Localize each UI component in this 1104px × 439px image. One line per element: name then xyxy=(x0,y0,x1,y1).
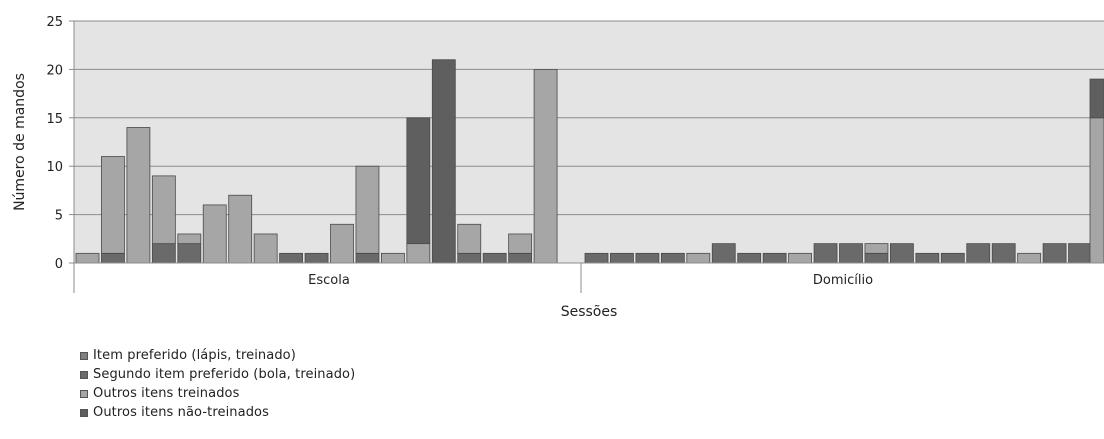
y-tick-label: 5 xyxy=(55,209,63,224)
group-labels: Escola Domicílio xyxy=(308,273,873,288)
bar-segment xyxy=(788,252,812,264)
bar-segment xyxy=(762,252,787,264)
bar-segment xyxy=(126,127,151,264)
bar-segment xyxy=(915,252,940,264)
bar-segment xyxy=(737,252,762,264)
bar-segment xyxy=(533,69,558,264)
bar-segment xyxy=(457,252,482,264)
bar-segment xyxy=(940,252,965,264)
y-tick-label: 10 xyxy=(46,160,63,175)
bar-segment xyxy=(686,252,711,264)
bar-segment xyxy=(355,252,380,264)
chart: 0 5 10 15 20 25 Escola Domicílio Número de man… xyxy=(12,15,1104,320)
legend-item: Segundo item preferido (bola, treinado) xyxy=(80,365,355,384)
bar-segment xyxy=(864,252,889,264)
legend-swatch xyxy=(80,389,88,398)
bar-segment xyxy=(380,252,405,264)
y-tick-label: 15 xyxy=(46,112,63,127)
bar-segment xyxy=(431,59,456,264)
bar-segment xyxy=(304,252,329,264)
bar-segment xyxy=(660,252,685,264)
bar-segment xyxy=(1017,252,1042,264)
bar-segment xyxy=(75,252,100,264)
bar-segment xyxy=(202,204,227,264)
bar-segment xyxy=(711,243,736,264)
bar-segment xyxy=(406,117,431,245)
bar-segment xyxy=(1089,117,1104,264)
bars xyxy=(75,59,1104,264)
bar-segment xyxy=(177,243,202,264)
bar-segment xyxy=(584,252,609,264)
y-tick-labels: 0 5 10 15 20 25 xyxy=(46,15,63,272)
legend-item: Item preferido (lápis, treinado) xyxy=(80,346,355,365)
bar-segment xyxy=(330,223,354,264)
y-tick-label: 20 xyxy=(46,63,63,78)
legend-label: Segundo item preferido (bola, treinado) xyxy=(93,367,356,382)
bar-segment xyxy=(635,252,660,264)
legend-label: Item preferido (lápis, treinado) xyxy=(93,348,296,363)
legend-swatch xyxy=(80,351,88,360)
bar-segment xyxy=(253,233,278,264)
bar-segment xyxy=(482,252,507,264)
x-axis-label: Sessões xyxy=(561,304,618,320)
bar-segment xyxy=(177,233,202,245)
bar-segment xyxy=(1089,78,1104,119)
bar-segment xyxy=(355,165,380,254)
bar-segment xyxy=(228,194,253,264)
bar-segment xyxy=(508,252,533,264)
bar-segment xyxy=(1068,243,1092,264)
legend-swatch xyxy=(80,370,88,379)
bar-segment xyxy=(279,252,304,264)
y-axis-label: Número de mandos xyxy=(12,73,28,211)
bar-segment xyxy=(966,243,991,264)
bar-segment xyxy=(101,156,125,254)
legend: Item preferido (lápis, treinado) Segundo… xyxy=(80,346,355,422)
bar-segment xyxy=(1042,243,1067,264)
bar-segment xyxy=(610,252,634,264)
legend-item: Outros itens treinados xyxy=(80,384,355,403)
bar-segment xyxy=(813,243,838,264)
bar-segment xyxy=(151,243,176,264)
bar-segment xyxy=(406,243,431,264)
bar-segment xyxy=(457,223,482,254)
bar-segment xyxy=(508,233,533,254)
bar-segment xyxy=(151,175,176,245)
x-group-label: Escola xyxy=(308,273,350,288)
bar-segment xyxy=(890,243,914,264)
legend-swatch xyxy=(80,408,88,417)
y-tick-label: 0 xyxy=(55,257,63,272)
y-tick-label: 25 xyxy=(46,15,63,30)
bar-segment xyxy=(991,243,1016,264)
bar-segment xyxy=(864,243,889,254)
legend-label: Outros itens treinados xyxy=(93,386,240,401)
x-group-label: Domicílio xyxy=(813,273,873,288)
legend-label: Outros itens não-treinados xyxy=(93,405,269,420)
legend-item: Outros itens não-treinados xyxy=(80,403,355,422)
bar-segment xyxy=(839,243,863,264)
bar-segment xyxy=(101,252,125,264)
axes xyxy=(69,20,1104,293)
